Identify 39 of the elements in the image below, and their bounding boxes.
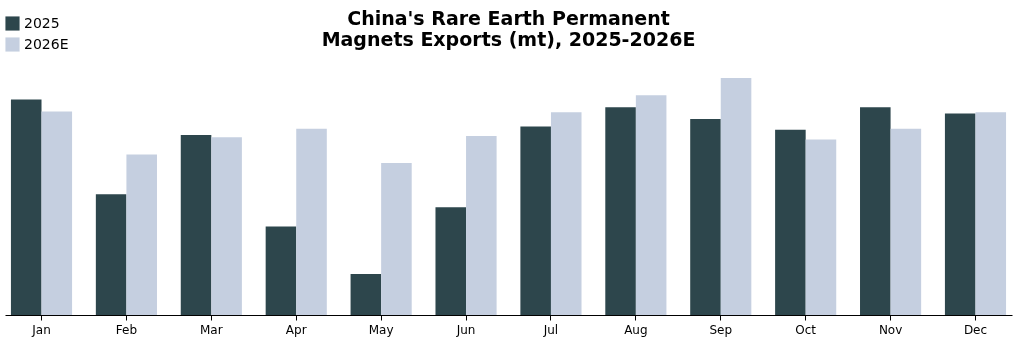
x-tick-label: May: [368, 322, 394, 337]
x-tick-label: Apr: [285, 322, 307, 337]
x-tick-label: Dec: [963, 322, 988, 337]
x-tick-label: Feb: [115, 322, 138, 337]
x-tick-label: Oct: [795, 322, 817, 337]
bar: [435, 207, 467, 315]
bar: [126, 154, 157, 315]
bar: [520, 126, 551, 315]
bar: [635, 95, 667, 315]
bar: [466, 136, 497, 315]
bar: [860, 107, 891, 315]
bar: [350, 274, 382, 315]
bar: [10, 99, 42, 315]
bar: [805, 139, 837, 315]
x-tick-label: Sep: [709, 322, 733, 337]
bar: [381, 163, 412, 315]
x-tick-label: Mar: [200, 322, 223, 337]
x-tick-label: Jan: [31, 322, 51, 337]
bar: [41, 111, 73, 315]
bar: [211, 137, 242, 315]
bar: [605, 107, 636, 315]
bar: [775, 129, 806, 315]
bar: [720, 78, 752, 315]
legend-label: 2026E: [24, 35, 69, 52]
bar: [550, 112, 582, 315]
bar: [890, 128, 922, 315]
bar: [975, 112, 1007, 315]
x-tick-label: Nov: [878, 322, 903, 337]
bar: [690, 119, 721, 315]
x-tick-label: Jul: [542, 322, 559, 337]
bar: [296, 128, 327, 315]
chart-title: China's Rare Earth Permanent Magnets Exports (mt), 2025-2026E: [321, 7, 696, 50]
legend-label: 2025: [24, 14, 60, 31]
bar: [180, 135, 212, 315]
bar: [265, 226, 297, 315]
bar: [95, 194, 127, 315]
x-tick-label: Jun: [455, 322, 476, 337]
bar: [944, 113, 976, 315]
x-tick-label: Aug: [624, 322, 648, 337]
